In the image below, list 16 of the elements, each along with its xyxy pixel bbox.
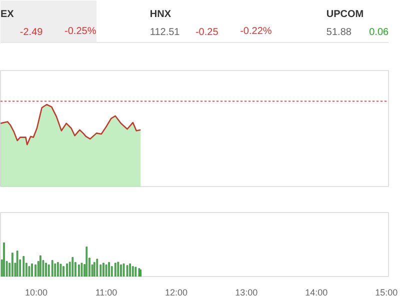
- text: HNX: [150, 9, 172, 20]
- x-tick-label: 13:00: [235, 288, 258, 298]
- text: -2.49: [20, 27, 44, 38]
- text: -0.22%: [240, 26, 272, 37]
- x-tick-label: 10:00: [24, 288, 48, 298]
- text: EX: [0, 9, 14, 20]
- x-tick-label: 14:00: [305, 288, 328, 298]
- text: 0.06: [369, 27, 389, 38]
- text: 51.88: [326, 27, 352, 38]
- x-tick-label: 15:00: [375, 288, 398, 298]
- text: UPCOM: [326, 9, 364, 20]
- x-tick-label: 11:00: [95, 288, 118, 298]
- text: -0.25%: [64, 26, 96, 37]
- text: -0.25: [195, 27, 219, 38]
- x-tick-label: 12:00: [165, 288, 188, 298]
- text: 112.51: [150, 27, 180, 38]
